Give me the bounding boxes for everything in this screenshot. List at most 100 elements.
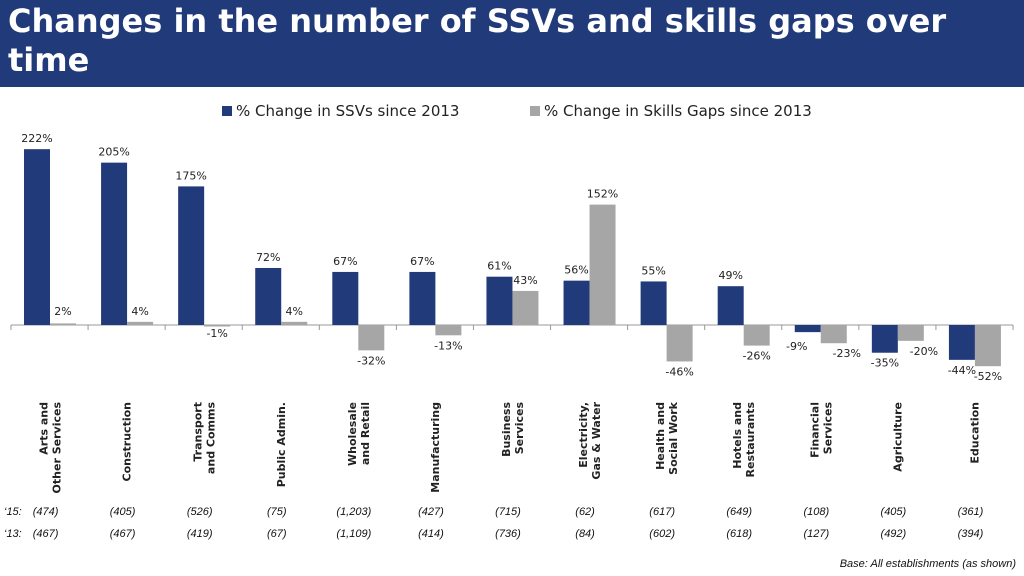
ssv-bar	[255, 267, 282, 325]
category-label-group: Public Admin.	[275, 402, 288, 487]
data-label: 61%	[487, 260, 511, 273]
category-label: Construction	[121, 402, 134, 481]
category-label-group: Manufacturing	[429, 402, 442, 493]
category-label: FinancialServices	[808, 402, 834, 458]
base-value: (467)	[33, 528, 59, 540]
legend-swatch-gaps	[530, 106, 540, 116]
category-label: BusinessServices	[500, 402, 526, 457]
category-label-group: Transportand Comms	[192, 402, 218, 475]
base-value: (715)	[495, 506, 521, 518]
base-row-label: ‘13:	[4, 528, 22, 540]
data-label: -46%	[665, 365, 693, 378]
ssv-bar	[486, 276, 513, 325]
category-label-group: BusinessServices	[500, 402, 526, 457]
base-value: (474)	[33, 506, 59, 518]
skills-gap-bar	[204, 325, 231, 327]
skills-gap-bar	[974, 325, 1001, 367]
category-label-group: Health andSocial Work	[654, 401, 680, 475]
category-label: Wholesaleand Retail	[346, 402, 372, 466]
base-value: (414)	[418, 528, 444, 540]
base-value: (602)	[649, 528, 675, 540]
base-value: (1,109)	[336, 528, 371, 540]
data-label: 43%	[513, 274, 537, 287]
category-label-group: Agriculture	[891, 402, 904, 472]
data-label: -9%	[786, 340, 807, 353]
skills-gap-bar	[512, 290, 539, 325]
base-value: (618)	[726, 528, 752, 540]
category-label-group: Education	[968, 402, 981, 464]
category-label: Health andSocial Work	[654, 401, 680, 475]
category-label-group: Arts andOther Services	[38, 402, 64, 494]
base-value: (467)	[110, 528, 136, 540]
data-label: 55%	[641, 264, 665, 277]
base-value: (405)	[881, 506, 907, 518]
ssv-bar	[871, 325, 898, 353]
ssv-bar	[409, 271, 436, 325]
skills-gap-bar	[127, 321, 154, 325]
base-value: (84)	[575, 528, 595, 540]
page-title: Changes in the number of SSVs and skills…	[8, 2, 947, 79]
data-label: 2%	[54, 305, 71, 318]
base-value: (419)	[187, 528, 213, 540]
skills-gap-bar	[50, 323, 76, 325]
category-label-group: Electricity,Gas & Water	[577, 401, 603, 479]
data-label: 4%	[286, 305, 303, 318]
legend-label-gaps: % Change in Skills Gaps since 2013	[544, 102, 812, 120]
category-label: Education	[968, 402, 981, 464]
category-label: Transportand Comms	[192, 402, 218, 475]
base-value: (108)	[803, 506, 829, 518]
data-label: 175%	[175, 169, 206, 182]
base-value: (492)	[881, 528, 907, 540]
ssv-bar	[24, 149, 50, 325]
skills-gap-bar	[743, 325, 770, 346]
ssv-bar	[178, 186, 205, 325]
skills-gap-bar	[281, 321, 308, 325]
data-label: -20%	[910, 345, 938, 358]
data-label: 222%	[21, 132, 52, 145]
category-label: Agriculture	[891, 402, 904, 472]
base-value: (736)	[495, 528, 521, 540]
ssv-bar	[794, 325, 821, 333]
base-value: (617)	[649, 506, 675, 518]
skills-gap-bar	[666, 325, 693, 362]
data-label: 152%	[587, 188, 618, 201]
legend-swatch-ssv	[222, 106, 232, 116]
base-value: (67)	[267, 528, 287, 540]
skills-gap-bar	[589, 204, 616, 325]
ssv-bar	[948, 325, 975, 360]
base-value: (427)	[418, 506, 444, 518]
data-label: -52%	[974, 370, 1002, 383]
category-label-group: Hotels andRestaurants	[731, 402, 757, 478]
category-label: Manufacturing	[429, 402, 442, 493]
data-label: 72%	[256, 251, 280, 264]
data-label: 205%	[98, 146, 129, 159]
legend-label-ssv: % Change in SSVs since 2013	[236, 102, 459, 120]
data-label: 4%	[131, 305, 148, 318]
category-label: Public Admin.	[275, 402, 288, 487]
category-label: Electricity,Gas & Water	[577, 401, 603, 479]
base-value: (405)	[110, 506, 136, 518]
base-value: (394)	[958, 528, 984, 540]
skills-gap-bar	[897, 325, 924, 341]
base-value: (75)	[267, 506, 287, 518]
data-label: -1%	[206, 327, 227, 340]
ssv-bar	[101, 162, 128, 325]
ssv-bar	[332, 271, 359, 325]
category-label-group: Wholesaleand Retail	[346, 402, 372, 466]
data-label: 49%	[718, 269, 742, 282]
skills-gap-bar	[435, 325, 462, 336]
ssv-bar	[640, 281, 667, 325]
skills-gap-bar	[820, 325, 847, 344]
category-label: Hotels andRestaurants	[731, 402, 757, 478]
category-label-group: FinancialServices	[808, 402, 834, 458]
base-value: (127)	[803, 528, 829, 540]
ssv-bar	[563, 280, 590, 325]
data-label: 56%	[564, 264, 588, 277]
ssv-bar	[717, 286, 744, 325]
category-label-group: Construction	[121, 402, 134, 481]
category-label: Arts andOther Services	[38, 402, 64, 494]
data-label: -32%	[357, 354, 385, 367]
data-label: -26%	[742, 350, 770, 363]
skills-gap-bar	[358, 325, 385, 351]
